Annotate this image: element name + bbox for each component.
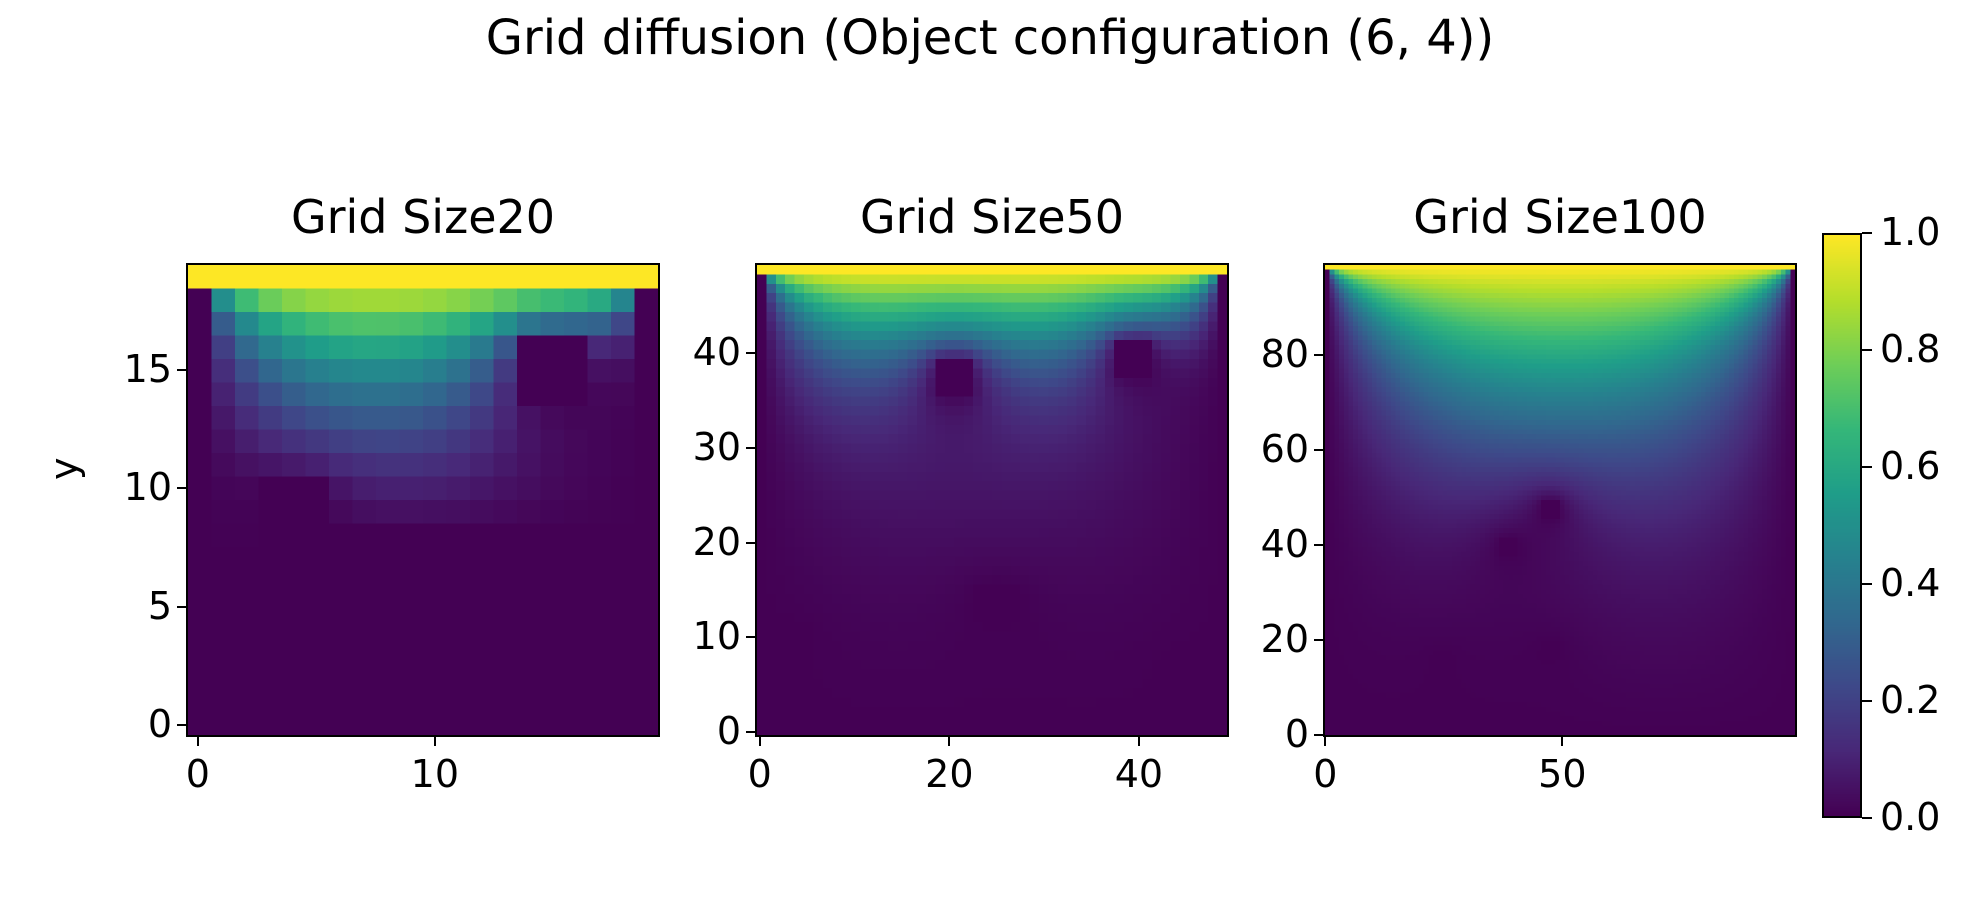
heatmap-grid-20 — [186, 263, 660, 737]
figure-title: Grid diffusion (Object configuration (6,… — [485, 10, 1495, 66]
y-tick-mark — [746, 636, 755, 639]
x-tick-mark — [1324, 737, 1327, 746]
x-tick-mark — [1137, 737, 1140, 746]
colorbar-tick-mark — [1862, 232, 1872, 234]
y-tick-mark — [177, 487, 186, 490]
y-tick-mark — [746, 541, 755, 544]
y-tick-mark — [177, 605, 186, 608]
colorbar-tick-label: 0.6 — [1880, 444, 1941, 488]
heatmap-grid-100 — [1323, 263, 1797, 737]
colorbar-tick-mark — [1862, 817, 1872, 819]
y-tick-mark — [746, 352, 755, 355]
colorbar-tick-mark — [1862, 349, 1872, 351]
panel-title-grid-100: Grid Size100 — [1413, 190, 1707, 244]
x-tick-label: 50 — [1538, 752, 1587, 796]
y-tick-label: 0 — [147, 702, 172, 747]
colorbar — [1822, 233, 1862, 818]
y-tick-mark — [177, 724, 186, 727]
y-tick-label: 60 — [1260, 427, 1309, 472]
y-tick-label: 5 — [147, 583, 172, 628]
y-tick-label: 0 — [1284, 711, 1309, 756]
heatmap-grid-50 — [755, 263, 1229, 737]
y-tick-mark — [1314, 638, 1323, 641]
colorbar-tick-mark — [1862, 583, 1872, 585]
x-tick-mark — [1561, 737, 1564, 746]
y-tick-mark — [1314, 733, 1323, 736]
y-tick-mark — [746, 731, 755, 734]
y-tick-mark — [1314, 449, 1323, 452]
x-tick-mark — [758, 737, 761, 746]
y-tick-mark — [1314, 354, 1323, 357]
y-tick-label: 30 — [692, 424, 741, 469]
y-tick-label: 80 — [1260, 332, 1309, 377]
y-tick-label: 40 — [1260, 522, 1309, 567]
x-tick-mark — [433, 737, 436, 746]
y-tick-label: 15 — [123, 346, 172, 391]
colorbar-tick-label: 0.2 — [1880, 678, 1941, 722]
x-tick-label: 10 — [410, 752, 460, 796]
colorbar-tick-label: 0.8 — [1880, 327, 1941, 371]
x-tick-mark — [196, 737, 199, 746]
x-tick-label: 20 — [925, 752, 974, 796]
colorbar-tick-label: 0.4 — [1880, 561, 1941, 605]
colorbar-tick-label: 1.0 — [1880, 210, 1941, 254]
y-tick-mark — [177, 368, 186, 371]
y-tick-label: 40 — [692, 330, 741, 375]
x-tick-label: 0 — [185, 752, 210, 796]
y-tick-label: 20 — [692, 519, 741, 564]
panel-title-grid-20: Grid Size20 — [290, 190, 556, 244]
y-tick-label: 10 — [123, 465, 172, 510]
panel-title-grid-50: Grid Size50 — [859, 190, 1125, 244]
x-tick-label: 0 — [1313, 752, 1338, 796]
y-tick-mark — [1314, 544, 1323, 547]
colorbar-tick-mark — [1862, 700, 1872, 702]
y-tick-label: 20 — [1260, 616, 1309, 661]
colorbar-tick-label: 0.0 — [1880, 795, 1941, 839]
colorbar-tick-mark — [1862, 466, 1872, 468]
y-tick-mark — [746, 446, 755, 449]
x-tick-mark — [948, 737, 951, 746]
y-tick-label: 10 — [692, 614, 741, 659]
x-tick-label: 40 — [1114, 752, 1164, 796]
x-tick-label: 0 — [747, 752, 772, 796]
y-tick-label: 0 — [716, 709, 741, 754]
